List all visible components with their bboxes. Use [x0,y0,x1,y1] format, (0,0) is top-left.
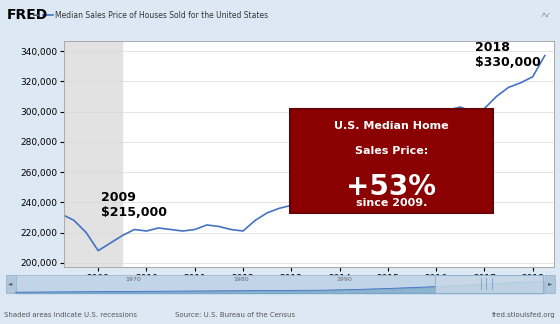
Bar [38,40,122,267]
Text: $330,000: $330,000 [475,56,540,69]
Text: FRED: FRED [7,8,48,22]
Text: $215,000: $215,000 [101,206,167,219]
Text: ►: ► [548,281,552,286]
FancyBboxPatch shape [290,109,493,213]
Text: Median Sales Price of Houses Sold for the United States: Median Sales Price of Houses Sold for th… [55,11,268,20]
Text: 1980: 1980 [234,277,249,282]
Text: fred.stlouisfed.org: fred.stlouisfed.org [492,312,556,318]
Text: +53%: +53% [347,173,436,201]
Bar [545,274,555,293]
Bar [6,274,554,293]
Text: Source: U.S. Bureau of the Census: Source: U.S. Bureau of the Census [175,312,295,318]
Text: 2009: 2009 [101,191,136,204]
Text: ↗↙: ↗↙ [540,12,552,18]
Bar [6,274,16,293]
Text: ◄: ◄ [8,281,13,286]
Text: 2018: 2018 [475,41,510,54]
Text: Sales Price:: Sales Price: [355,146,428,156]
Text: since 2009.: since 2009. [356,198,427,208]
Bar [435,274,543,293]
Text: 1970: 1970 [125,277,141,282]
Text: Shaded areas indicate U.S. recessions: Shaded areas indicate U.S. recessions [4,312,137,318]
Text: U.S. Median Home: U.S. Median Home [334,121,449,131]
Text: 1990: 1990 [336,277,352,282]
